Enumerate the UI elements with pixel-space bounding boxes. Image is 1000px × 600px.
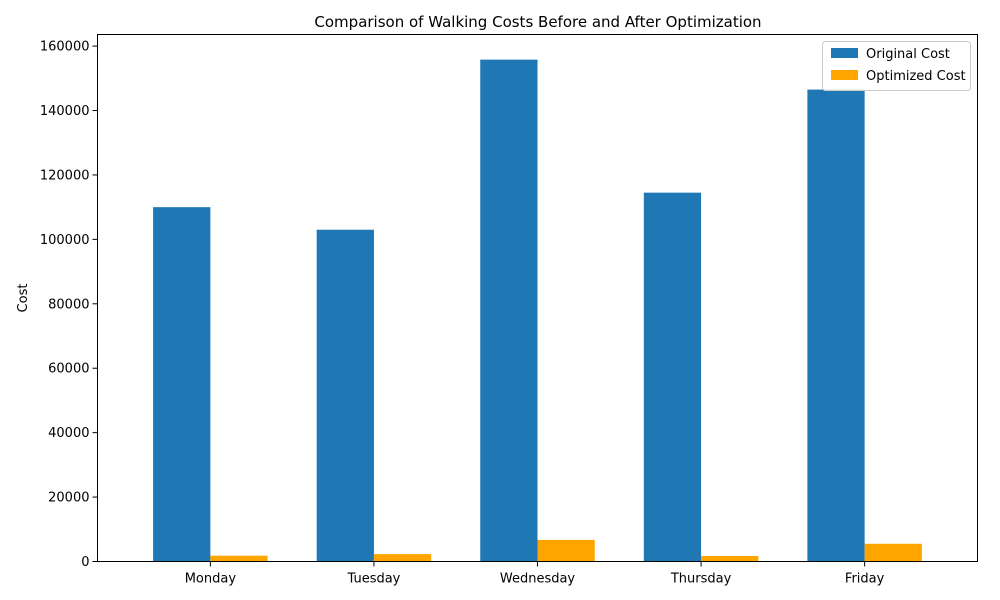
legend-label-original-cost: Original Cost xyxy=(866,47,950,62)
y-tick-label-20000: 20000 xyxy=(48,491,89,506)
y-tick-label-140000: 140000 xyxy=(40,104,90,119)
bar-original-cost-tuesday xyxy=(316,229,374,562)
bar-optimized-cost-monday xyxy=(210,555,268,562)
x-tick-label-friday: Friday xyxy=(845,572,885,587)
y-tick-label-160000: 160000 xyxy=(40,40,90,55)
bar-original-cost-monday xyxy=(153,207,211,562)
y-tick-label-120000: 120000 xyxy=(40,168,90,183)
y-tick-label-80000: 80000 xyxy=(48,297,89,312)
legend-label-optimized-cost: Optimized Cost xyxy=(866,69,966,84)
chart-title: Comparison of Walking Costs Before and A… xyxy=(314,13,761,31)
bar-original-cost-friday xyxy=(807,89,865,562)
y-ticks-group: 0 20000 40000 60000 80000 100000 120000 140000 1… xyxy=(40,40,98,570)
bar-original-cost-thursday xyxy=(643,192,702,562)
y-tick-label-100000: 100000 xyxy=(40,233,90,248)
bar-optimized-cost-wednesday xyxy=(537,539,595,562)
bar-original-cost-wednesday xyxy=(480,59,538,562)
bar-optimized-cost-tuesday xyxy=(373,554,432,562)
x-tick-label-tuesday: Tuesday xyxy=(346,572,400,587)
plot-frame xyxy=(97,34,978,562)
legend-swatch-optimized-cost xyxy=(831,70,858,80)
legend-swatch-original-cost xyxy=(831,48,858,58)
x-ticks-group: Monday Tuesday Wednesday Thursday Friday xyxy=(185,561,885,587)
y-tick-label-0: 0 xyxy=(81,555,89,570)
bar-optimized-cost-thursday xyxy=(701,556,759,562)
x-tick-label-monday: Monday xyxy=(185,572,237,587)
y-axis-label: Cost xyxy=(16,284,31,313)
legend-box xyxy=(822,41,971,91)
y-tick-label-40000: 40000 xyxy=(48,426,89,441)
legend: Original Cost Optimized Cost xyxy=(822,41,971,91)
y-tick-label-60000: 60000 xyxy=(48,362,89,377)
bars-group xyxy=(153,59,922,562)
x-tick-label-wednesday: Wednesday xyxy=(500,572,576,587)
bar-optimized-cost-friday xyxy=(864,543,922,562)
x-tick-label-thursday: Thursday xyxy=(670,572,732,587)
